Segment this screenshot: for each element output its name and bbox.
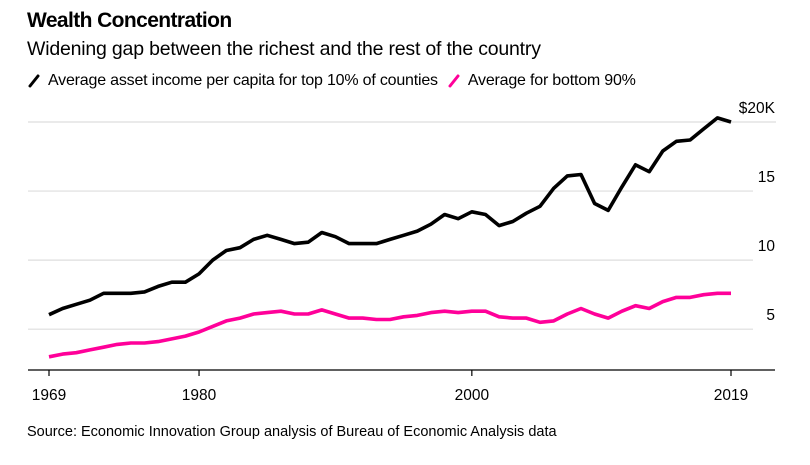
y-tick-label: 5 <box>766 307 775 324</box>
series-line-bottom90 <box>48 291 731 359</box>
y-tick-label: $20K <box>739 100 776 117</box>
y-tick-label: 15 <box>758 169 775 186</box>
series-lines <box>48 116 732 359</box>
legend-item-bottom90: Average for bottom 90% <box>448 72 636 90</box>
chart-title: Wealth Concentration <box>27 9 232 32</box>
line-swatch-icon <box>28 74 40 88</box>
source-note: Source: Economic Innovation Group analys… <box>27 424 557 440</box>
x-tick-label: 2000 <box>455 387 490 404</box>
chart-subtitle: Widening gap between the richest and the… <box>27 38 541 60</box>
y-axis-labels: 5 10 15 $20K <box>739 100 776 324</box>
x-tick-label: 1980 <box>182 387 217 404</box>
legend-label-top10: Average asset income per capita for top … <box>48 72 438 89</box>
x-tick-label: 1969 <box>32 387 66 404</box>
gridlines <box>28 121 776 330</box>
x-axis: 1969 1980 2000 2019 <box>28 369 775 404</box>
x-tick-label: 2019 <box>714 387 748 404</box>
legend-item-top10: Average asset income per capita for top … <box>28 72 438 90</box>
legend: Average asset income per capita for top … <box>28 72 646 90</box>
legend-label-bottom90: Average for bottom 90% <box>467 72 636 89</box>
line-swatch-icon <box>448 74 460 88</box>
y-tick-label: 10 <box>758 238 776 255</box>
series-line-top10 <box>48 116 732 317</box>
